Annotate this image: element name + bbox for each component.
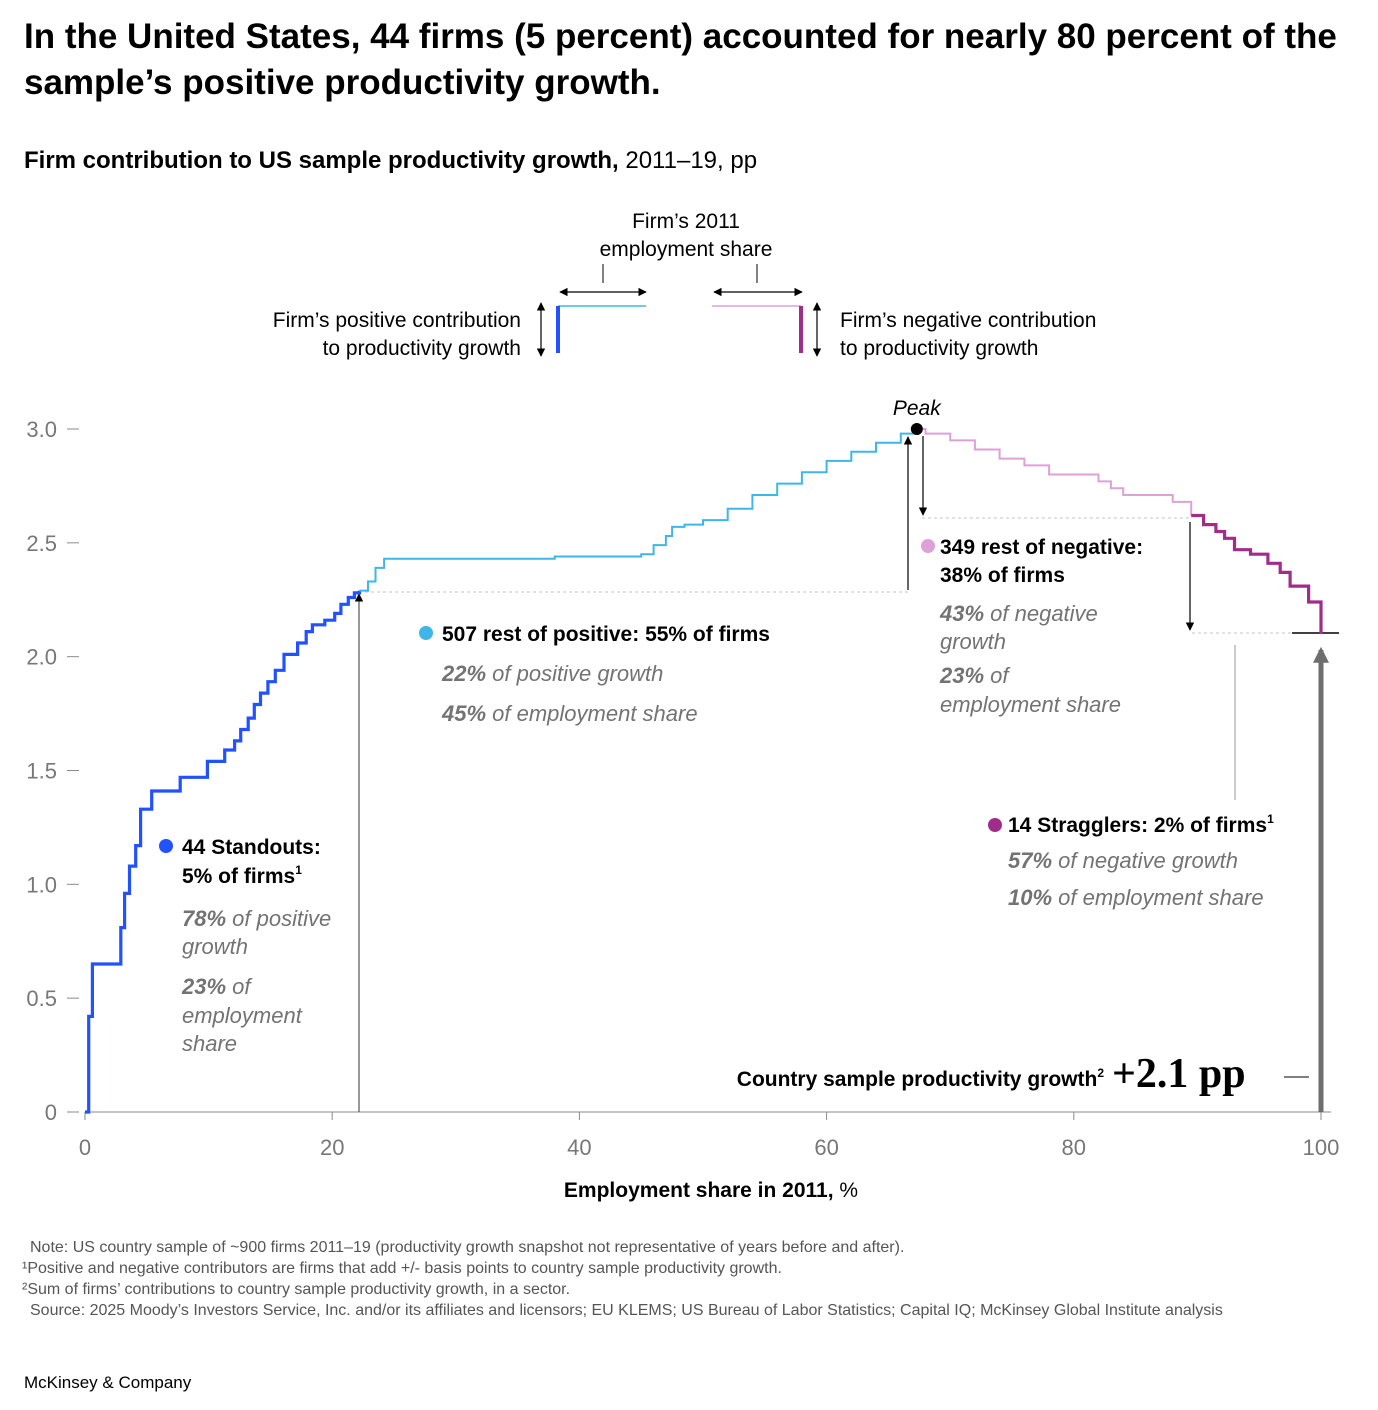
- rest-positive-stat1-pct: 22%: [441, 661, 486, 686]
- guide-lines: [359, 517, 1339, 1078]
- rest-negative-stat2-pct: 23%: [939, 663, 984, 688]
- stragglers-stat2-pct: 10%: [1008, 885, 1052, 910]
- brand-footer: McKinsey & Company: [24, 1373, 192, 1392]
- legend-positive-line1: Firm’s positive contribution: [273, 309, 521, 332]
- footnotes: Note: US country sample of ~900 firms 20…: [22, 1237, 1223, 1321]
- measure-arrows: [354, 436, 1330, 1112]
- stragglers-stat1-pct: 57%: [1008, 848, 1052, 873]
- annotation-standouts: 44 Standouts: 5% of firms1 78% of positi…: [159, 836, 331, 1056]
- axes: 0 20 40 60 80 100 0 0.5 1.0 1.5 2.0 2.5 3.0: [26, 417, 1339, 1160]
- rest-negative-stat1-line2: growth: [940, 629, 1006, 654]
- footnote-source: Source: 2025 Moody’s Investors Service, …: [30, 1302, 1223, 1319]
- annotation-rest-negative: 349 rest of negative: 38% of firms 43% o…: [921, 536, 1143, 717]
- country-total-footnote-ref: 2: [1097, 1066, 1104, 1080]
- y-tick-label: 2.5: [26, 531, 57, 556]
- stragglers-stat1: 57% of negative growth: [1008, 848, 1238, 873]
- standouts-stat1-text: of positive: [226, 906, 331, 931]
- stragglers-stat1-text: of negative growth: [1052, 848, 1238, 873]
- y-tick-label: 0.5: [26, 986, 57, 1011]
- rest-negative-stat2-line1: 23% of: [939, 663, 1011, 688]
- rest-negative-stat2-line2: employment share: [940, 692, 1121, 717]
- rest-negative-stat1-pct: 43%: [939, 601, 984, 626]
- country-total-annotation: Country sample productivity growth2 +2.1…: [737, 1051, 1246, 1097]
- y-tick-label: 2.0: [26, 645, 57, 670]
- standouts-stat2-line3: share: [182, 1031, 237, 1056]
- series-line-507-rest-of-positive: [359, 429, 918, 592]
- rest-positive-stat2-pct: 45%: [441, 701, 486, 726]
- legend-positive-line2: to productivity growth: [323, 337, 521, 360]
- chart-svg: Firm’s 2011 employment share Firm’s posi…: [26, 210, 1339, 1202]
- series-line-349-rest-of-negative: [916, 428, 1193, 516]
- y-tick-label: 3.0: [26, 417, 57, 442]
- standouts-stat2-line2: employment: [182, 1003, 303, 1028]
- standouts-footnote-ref: 1: [295, 863, 302, 877]
- rest-positive-stat2-text: of employment share: [486, 701, 698, 726]
- chart-title: In the United States, 44 firms (5 percen…: [24, 17, 1337, 102]
- stragglers-legend-dot: [988, 818, 1002, 832]
- standouts-legend-dot: [159, 839, 173, 853]
- standouts-stat1-line2: growth: [182, 934, 248, 959]
- rest-positive-stat1-text: of positive growth: [486, 661, 663, 686]
- subtitle-bold: Firm contribution to US sample productiv…: [24, 147, 619, 174]
- x-axis-title-unit: %: [834, 1179, 859, 1202]
- series-layer: [85, 428, 1323, 1114]
- legend-employment-share-line1: Firm’s 2011: [632, 210, 740, 233]
- rest-positive-heading: 507 rest of positive: 55% of firms: [442, 623, 770, 646]
- legend-negative-line1: Firm’s negative contribution: [840, 309, 1096, 332]
- annotation-rest-positive: 507 rest of positive: 55% of firms 22% o…: [419, 623, 770, 726]
- stragglers-heading: 14 Stragglers: 2% of firms1: [1008, 812, 1274, 837]
- standouts-heading-2-text: 5% of firms: [182, 865, 295, 888]
- y-tick-label: 1.5: [26, 759, 57, 784]
- standouts-stat2-pct: 23%: [181, 974, 226, 999]
- standouts-stat2-line1: 23% of: [181, 974, 253, 999]
- peak-marker: [910, 423, 923, 435]
- standouts-heading-2: 5% of firms1: [182, 863, 302, 888]
- series-line-14-stragglers: [1191, 513, 1323, 634]
- x-tick-label: 40: [567, 1135, 591, 1160]
- rest-negative-heading-1: 349 rest of negative:: [940, 536, 1143, 559]
- legend-key: Firm’s 2011 employment share Firm’s posi…: [273, 210, 1097, 360]
- x-axis-title-text: Employment share in 2011,: [564, 1179, 834, 1202]
- standouts-stat1-line1: 78% of positive: [182, 906, 331, 931]
- standouts-stat1-pct: 78%: [182, 906, 226, 931]
- rest-negative-legend-dot: [921, 539, 935, 553]
- footnote-1: ¹Positive and negative contributors are …: [22, 1260, 782, 1277]
- x-axis-title: Employment share in 2011, %: [564, 1179, 858, 1202]
- footnote-note: Note: US country sample of ~900 firms 20…: [30, 1239, 905, 1256]
- chart-subtitle: Firm contribution to US sample productiv…: [24, 146, 757, 176]
- y-tick-label: 1.0: [26, 872, 57, 897]
- rest-positive-stat1: 22% of positive growth: [441, 661, 663, 686]
- stragglers-stat2-text: of employment share: [1052, 885, 1264, 910]
- x-tick-label: 80: [1062, 1135, 1086, 1160]
- country-total-value: +2.1 pp: [1112, 1051, 1246, 1097]
- country-total-label-text: Country sample productivity growth: [737, 1068, 1098, 1091]
- legend-employment-share-line2: employment share: [600, 238, 773, 261]
- legend-negative-line2: to productivity growth: [840, 337, 1038, 360]
- stragglers-stat2: 10% of employment share: [1008, 885, 1264, 910]
- x-tick-label: 20: [320, 1135, 344, 1160]
- rest-positive-stat2: 45% of employment share: [441, 701, 698, 726]
- standouts-stat2-text: of: [226, 974, 253, 999]
- annotation-stragglers: 14 Stragglers: 2% of firms1 57% of negat…: [988, 812, 1274, 910]
- rest-positive-legend-dot: [419, 626, 433, 640]
- stragglers-footnote-ref: 1: [1267, 812, 1274, 826]
- footnote-2: ²Sum of firms’ contributions to country …: [22, 1281, 571, 1298]
- subtitle-rest: 2011–19, pp: [618, 147, 758, 174]
- rest-negative-heading-2: 38% of firms: [940, 564, 1065, 587]
- series-line-44-standouts: [85, 590, 361, 1114]
- y-tick-label: 0: [45, 1100, 57, 1125]
- rest-negative-stat1-text: of negative: [984, 601, 1098, 626]
- x-tick-label: 100: [1303, 1135, 1340, 1160]
- x-tick-label: 60: [814, 1135, 838, 1160]
- x-tick-label: 0: [79, 1135, 91, 1160]
- peak-label: Peak: [893, 397, 942, 420]
- country-total-label: Country sample productivity growth2: [737, 1066, 1105, 1091]
- standouts-heading-1: 44 Standouts:: [182, 836, 321, 859]
- stragglers-heading-text: 14 Stragglers: 2% of firms: [1008, 814, 1267, 837]
- rest-negative-stat2-text: of: [984, 663, 1011, 688]
- rest-negative-stat1-line1: 43% of negative: [939, 601, 1098, 626]
